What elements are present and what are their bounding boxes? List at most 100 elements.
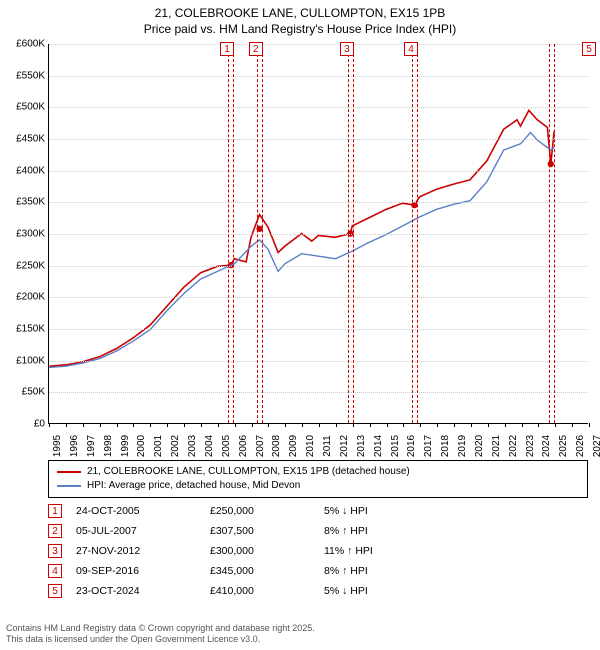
x-tick-mark [100, 423, 101, 427]
x-tick-mark [336, 423, 337, 427]
footer-attribution: Contains HM Land Registry data © Crown c… [6, 623, 315, 646]
y-gridline [49, 171, 588, 172]
x-tick-mark [285, 423, 286, 427]
footer-line1: Contains HM Land Registry data © Crown c… [6, 623, 315, 635]
x-axis-label: 2006 [238, 435, 249, 457]
event-number: 3 [48, 544, 62, 558]
y-gridline [49, 392, 588, 393]
x-axis-label: 2012 [339, 435, 350, 457]
x-axis-label: 2026 [575, 435, 586, 457]
x-tick-mark [302, 423, 303, 427]
event-price: £250,000 [210, 505, 310, 517]
x-tick-mark [66, 423, 67, 427]
x-axis-label: 1999 [120, 435, 131, 457]
y-axis-label: £50K [1, 387, 45, 398]
event-date: 05-JUL-2007 [76, 525, 196, 537]
x-tick-mark [353, 423, 354, 427]
x-axis-label: 2002 [170, 435, 181, 457]
y-gridline [49, 361, 588, 362]
x-axis-label: 2023 [525, 435, 536, 457]
x-tick-mark [589, 423, 590, 427]
event-number: 2 [48, 524, 62, 538]
x-tick-mark [505, 423, 506, 427]
event-date: 09-SEP-2016 [76, 565, 196, 577]
y-axis-label: £350K [1, 197, 45, 208]
x-axis-label: 2008 [271, 435, 282, 457]
x-tick-mark [252, 423, 253, 427]
y-axis-label: £550K [1, 70, 45, 81]
y-gridline [49, 297, 588, 298]
x-axis-label: 1998 [103, 435, 114, 457]
y-gridline [49, 44, 588, 45]
y-axis-label: £500K [1, 102, 45, 113]
x-tick-mark [437, 423, 438, 427]
event-date: 27-NOV-2012 [76, 545, 196, 557]
title-line1: 21, COLEBROOKE LANE, CULLOMPTON, EX15 1P… [0, 6, 600, 22]
event-pct: 8% ↑ HPI [324, 525, 464, 537]
event-price: £300,000 [210, 545, 310, 557]
y-axis-label: £400K [1, 165, 45, 176]
x-axis-label: 2021 [491, 435, 502, 457]
y-axis-label: £600K [1, 39, 45, 50]
event-pct: 8% ↑ HPI [324, 565, 464, 577]
event-pct: 5% ↓ HPI [324, 585, 464, 597]
y-gridline [49, 76, 588, 77]
y-gridline [49, 139, 588, 140]
x-tick-mark [167, 423, 168, 427]
event-marker-box: 4 [404, 42, 418, 56]
event-marker-band [549, 44, 555, 423]
x-tick-mark [387, 423, 388, 427]
event-marker-box: 1 [220, 42, 234, 56]
x-axis-label: 2018 [440, 435, 451, 457]
y-axis-label: £200K [1, 292, 45, 303]
footer-line2: This data is licensed under the Open Gov… [6, 634, 315, 646]
x-axis-label: 1995 [52, 435, 63, 457]
event-row: 523-OCT-2024£410,0005% ↓ HPI [48, 584, 588, 598]
y-gridline [49, 329, 588, 330]
y-gridline [49, 107, 588, 108]
x-tick-mark [572, 423, 573, 427]
y-gridline [49, 266, 588, 267]
event-price: £410,000 [210, 585, 310, 597]
event-date: 24-OCT-2005 [76, 505, 196, 517]
x-axis-label: 2000 [136, 435, 147, 457]
event-marker-box: 3 [340, 42, 354, 56]
legend-row-property: 21, COLEBROOKE LANE, CULLOMPTON, EX15 1P… [57, 465, 579, 479]
x-axis-label: 2020 [474, 435, 485, 457]
y-axis-label: £250K [1, 260, 45, 271]
y-axis-label: £100K [1, 355, 45, 366]
x-axis-label: 2025 [558, 435, 569, 457]
event-price: £307,500 [210, 525, 310, 537]
chart-title: 21, COLEBROOKE LANE, CULLOMPTON, EX15 1P… [0, 0, 600, 37]
y-gridline [49, 202, 588, 203]
chart-legend: 21, COLEBROOKE LANE, CULLOMPTON, EX15 1P… [48, 460, 588, 498]
chart-container: 21, COLEBROOKE LANE, CULLOMPTON, EX15 1P… [0, 0, 600, 650]
y-axis-label: £450K [1, 134, 45, 145]
x-axis-label: 2004 [204, 435, 215, 457]
y-axis-label: £0 [1, 419, 45, 430]
event-pct: 11% ↑ HPI [324, 545, 464, 557]
legend-label-hpi: HPI: Average price, detached house, Mid … [87, 479, 300, 493]
x-axis-label: 2003 [187, 435, 198, 457]
x-tick-mark [471, 423, 472, 427]
event-row: 2 05-JUL-2007 £307,500 8% ↑ HPI [48, 524, 588, 538]
x-axis-label: 2013 [356, 435, 367, 457]
chart-plot-area: £0£50K£100K£150K£200K£250K£300K£350K£400… [48, 44, 588, 424]
event-number: 5 [48, 584, 62, 598]
event-marker-band [412, 44, 418, 423]
event-price: £345,000 [210, 565, 310, 577]
series-line-hpi [49, 132, 554, 367]
x-tick-mark [488, 423, 489, 427]
event-row: 3 27-NOV-2012 £300,000 11% ↑ HPI [48, 544, 588, 558]
events-table: 124-OCT-2005£250,0005% ↓ HPI205-JUL-2007… [48, 504, 588, 604]
x-tick-mark [235, 423, 236, 427]
legend-swatch-hpi [57, 485, 81, 487]
event-row: 409-SEP-2016£345,0008% ↑ HPI [48, 564, 588, 578]
series-line-property [49, 110, 554, 366]
x-tick-mark [454, 423, 455, 427]
x-axis-label: 2015 [390, 435, 401, 457]
x-axis-label: 2007 [255, 435, 266, 457]
x-axis-label: 2014 [373, 435, 384, 457]
x-tick-mark [150, 423, 151, 427]
x-tick-mark [403, 423, 404, 427]
